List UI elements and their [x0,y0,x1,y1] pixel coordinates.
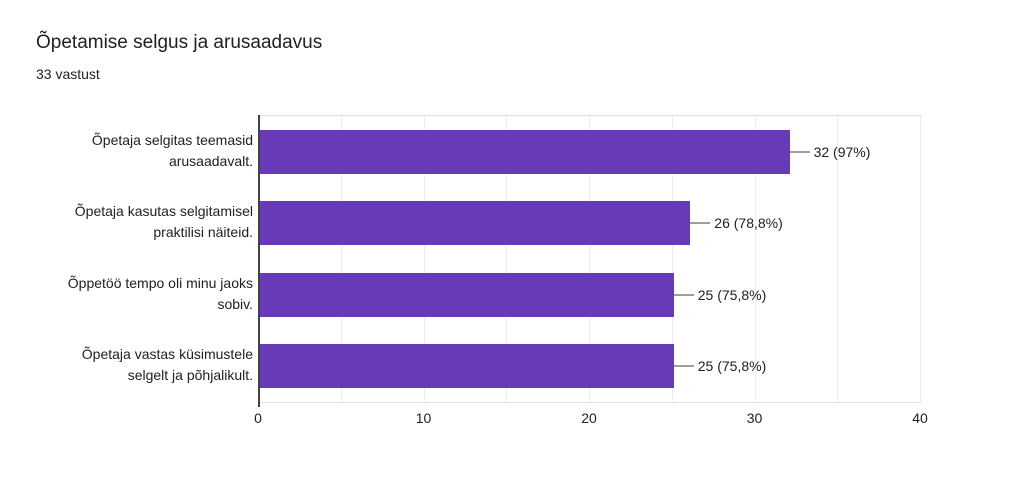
chart-title: Õpetamise selgus ja arusaadavus [36,32,323,53]
bar [260,344,674,389]
gridline [423,116,425,402]
bar [260,129,790,174]
gridline [340,116,342,402]
x-tick-label: 10 [415,410,432,426]
gridline [671,116,673,402]
bar-value-label: 26 (78,8%) [714,215,783,232]
bar [260,272,674,317]
gridline [589,116,590,402]
response-count: 33 vastust [36,66,100,82]
plot-area: 32 (97%) 26 (78,8%) 25 (75,8%) 25 (75,8%) [258,115,922,403]
x-axis: 0 10 20 30 40 [254,409,928,429]
x-tick-label: 40 [912,410,928,426]
value-leader-line [690,222,711,225]
gridline [920,116,921,402]
category-label: Õpetaja kasutas selgitamisel praktilisi n… [74,203,253,241]
y-axis-line [258,115,260,407]
category-label: Õpetaja vastas küsimustele selgelt ja põh… [81,346,253,384]
gridline [754,116,756,402]
value-leader-line [673,365,694,368]
bar [260,201,691,246]
gridline [506,116,508,402]
value-leader-line [789,150,810,153]
bar-value-label: 25 (75,8%) [697,358,767,375]
category-label: Õppetöö tempo oli minu jaoks sobiv. [67,274,253,312]
bar-value-label: 32 (97%) [813,143,871,160]
bar-value-label: 25 (75,8%) [697,286,767,303]
gridline [837,116,839,402]
x-tick-label: 0 [254,410,262,426]
x-tick-label: 20 [581,410,597,426]
x-tick-label: 30 [746,410,763,426]
value-leader-line [673,293,694,296]
category-label: Õpetaja selgitas teemasid arusaadavalt. [91,131,253,169]
category-axis: Õpetaja selgitas teemasid arusaadavalt. Õp… [0,115,253,401]
